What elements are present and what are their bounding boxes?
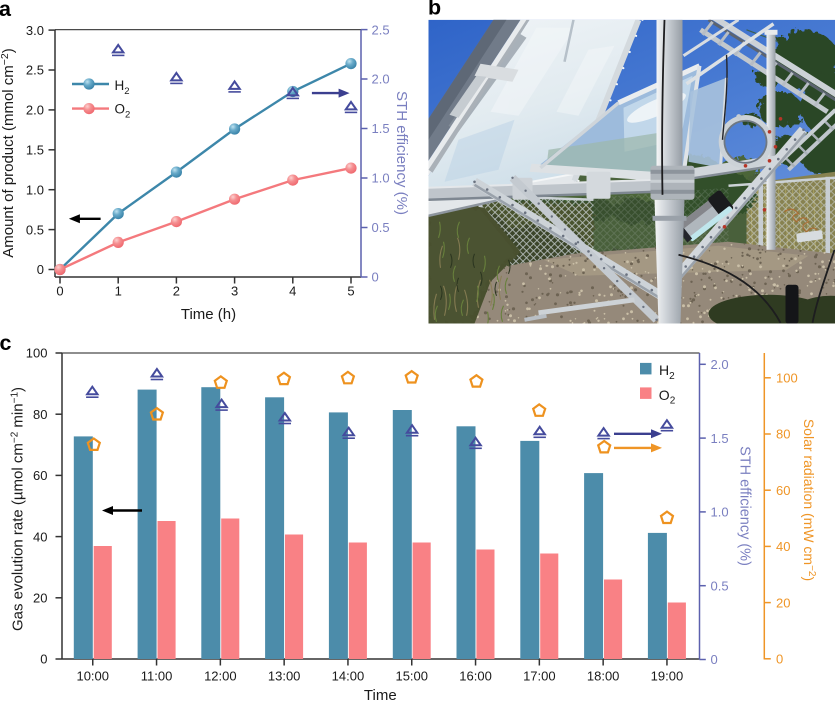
svg-text:0: 0 <box>40 652 47 667</box>
svg-text:0: 0 <box>776 652 783 667</box>
svg-text:40: 40 <box>33 529 47 544</box>
svg-text:1.0: 1.0 <box>372 171 390 186</box>
svg-text:Amount of product (mmol cm−2): Amount of product (mmol cm−2) <box>0 48 17 258</box>
svg-text:2.0: 2.0 <box>26 103 44 118</box>
svg-text:0: 0 <box>37 262 44 277</box>
svg-text:19:00: 19:00 <box>651 669 684 684</box>
svg-text:100: 100 <box>26 346 48 361</box>
svg-text:14:00: 14:00 <box>332 669 365 684</box>
svg-text:1.5: 1.5 <box>372 121 390 136</box>
svg-text:a: a <box>0 0 12 21</box>
svg-text:11:00: 11:00 <box>141 669 173 684</box>
svg-text:1.5: 1.5 <box>26 143 44 158</box>
svg-text:c: c <box>0 331 12 355</box>
svg-text:4: 4 <box>289 284 296 299</box>
svg-text:H2: H2 <box>115 78 130 97</box>
svg-text:STH efficiency (%): STH efficiency (%) <box>737 446 753 566</box>
svg-text:15:00: 15:00 <box>395 669 428 684</box>
svg-text:13:00: 13:00 <box>268 669 301 684</box>
svg-text:O2: O2 <box>115 102 131 121</box>
svg-text:STH efficiency (%): STH efficiency (%) <box>393 91 410 215</box>
svg-text:16:00: 16:00 <box>459 669 492 684</box>
svg-text:0.5: 0.5 <box>711 578 729 593</box>
svg-text:Gas evolution rate (µmol cm−2: Gas evolution rate (µmol cm−2 min−1) <box>10 387 27 631</box>
svg-text:0: 0 <box>56 284 63 299</box>
svg-text:80: 80 <box>776 427 790 442</box>
svg-text:100: 100 <box>776 371 798 386</box>
svg-text:20: 20 <box>776 595 790 610</box>
svg-text:2.5: 2.5 <box>26 63 44 78</box>
svg-text:17:00: 17:00 <box>523 669 556 684</box>
svg-text:2.0: 2.0 <box>711 357 729 372</box>
svg-text:3.0: 3.0 <box>26 23 44 38</box>
svg-text:2.5: 2.5 <box>372 22 390 37</box>
svg-text:0.5: 0.5 <box>26 222 44 237</box>
svg-text:b: b <box>428 0 441 20</box>
svg-text:60: 60 <box>33 468 47 483</box>
svg-text:Solar radiation (mW cm−2): Solar radiation (mW cm−2) <box>801 419 817 581</box>
svg-text:18:00: 18:00 <box>587 669 620 684</box>
svg-text:80: 80 <box>33 407 47 422</box>
svg-text:2.0: 2.0 <box>372 72 390 87</box>
svg-text:20: 20 <box>33 591 47 606</box>
svg-text:1.5: 1.5 <box>711 431 729 446</box>
svg-text:1.0: 1.0 <box>711 505 729 520</box>
svg-text:0.5: 0.5 <box>372 220 390 235</box>
svg-text:0: 0 <box>711 652 718 667</box>
svg-text:1.0: 1.0 <box>26 182 44 197</box>
svg-text:3: 3 <box>231 284 238 299</box>
svg-text:H2: H2 <box>659 362 675 382</box>
svg-text:Time (h): Time (h) <box>181 306 236 323</box>
svg-text:10:00: 10:00 <box>76 669 109 684</box>
svg-text:60: 60 <box>776 483 790 498</box>
svg-text:1: 1 <box>115 284 122 299</box>
svg-text:5: 5 <box>347 284 354 299</box>
svg-text:O2: O2 <box>659 387 676 407</box>
svg-text:0: 0 <box>372 270 379 285</box>
svg-text:Time: Time <box>364 687 397 703</box>
svg-text:2: 2 <box>173 284 180 299</box>
svg-text:40: 40 <box>776 539 790 554</box>
svg-text:12:00: 12:00 <box>204 669 237 684</box>
